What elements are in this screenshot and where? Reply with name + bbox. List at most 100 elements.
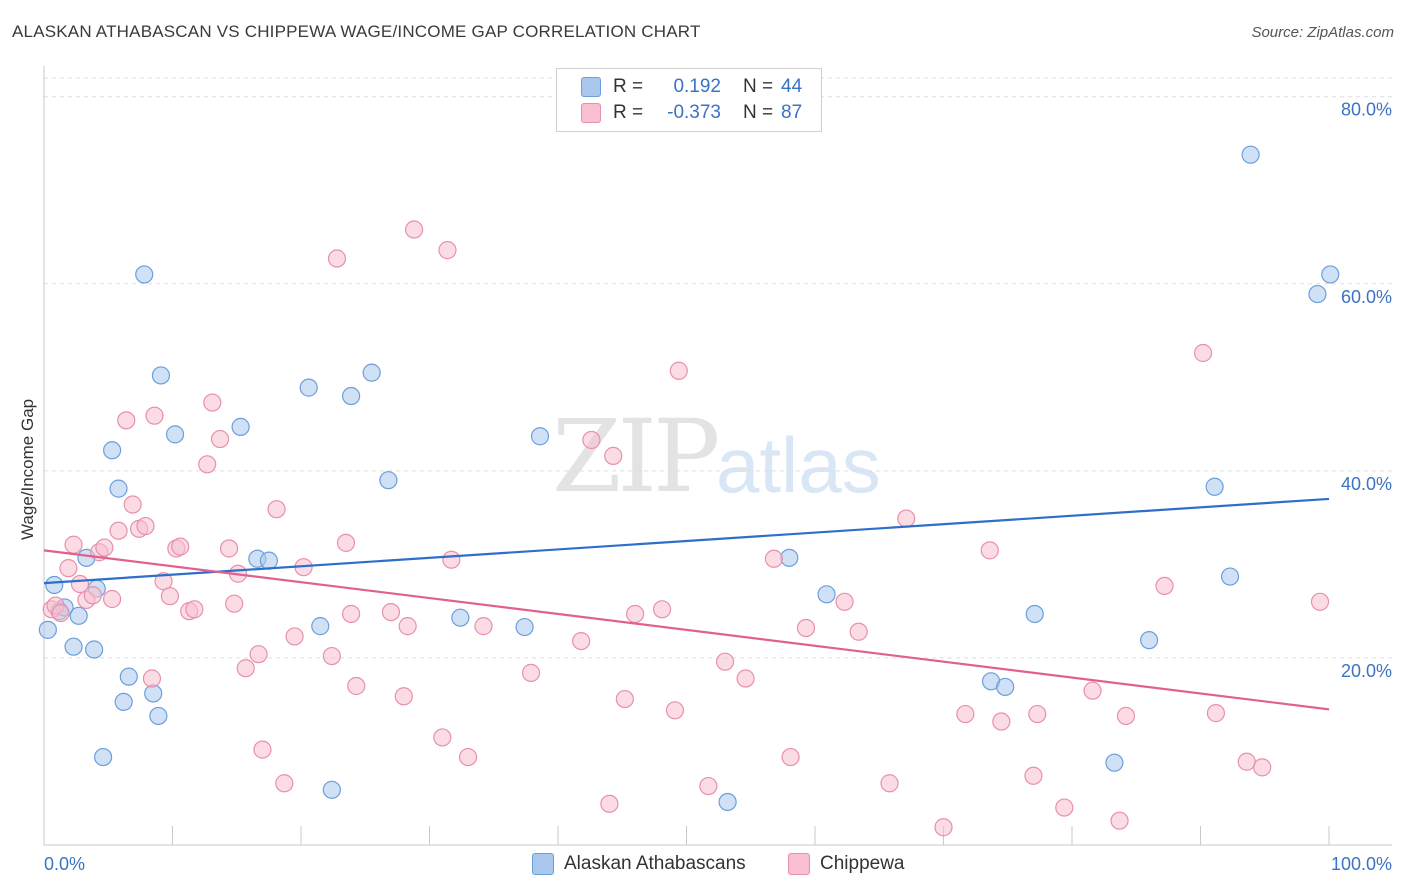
- chippewa-point: [1155, 576, 1174, 596]
- chippewa-point: [980, 541, 999, 560]
- athabascan-point: [299, 378, 318, 397]
- series-legend-athabascan: Alaskan Athabascans: [532, 852, 746, 876]
- chippewa-point: [145, 406, 164, 425]
- chippewa-point: [1055, 798, 1074, 817]
- chippewa-point: [1206, 704, 1226, 723]
- athabascan-point: [119, 667, 138, 686]
- chippewa-point: [521, 663, 541, 682]
- chippewa-point: [1116, 706, 1136, 726]
- athabascan-trend-line: [43, 497, 1330, 585]
- athabascan-point: [69, 606, 88, 625]
- chippewa-point: [267, 500, 286, 519]
- athabascan-point: [144, 684, 163, 703]
- athabascan-point: [109, 479, 128, 498]
- athabascan-point: [996, 677, 1015, 697]
- athabascan-point: [165, 425, 185, 444]
- watermark-atlas: atlas: [716, 421, 881, 509]
- chippewa-point: [1083, 681, 1102, 700]
- chippewa-point: [64, 535, 83, 554]
- chippewa-point: [992, 712, 1011, 731]
- legend-r-label: R =: [613, 76, 644, 97]
- chippewa-point: [699, 776, 718, 796]
- athabascan-point: [322, 780, 341, 799]
- x-tick-label: 100.0%: [1331, 854, 1392, 874]
- chippewa-point: [880, 774, 899, 793]
- chippewa-point: [171, 537, 190, 556]
- athabascan-point: [1241, 145, 1260, 164]
- chart-title: ALASKAN ATHABASCAN VS CHIPPEWA WAGE/INCO…: [12, 22, 701, 41]
- athabascan-point: [530, 427, 550, 446]
- chippewa-point: [103, 589, 122, 609]
- x-tick-label: 0.0%: [44, 854, 85, 874]
- legend-r-label: R =: [613, 102, 644, 123]
- chippewa-point: [458, 747, 478, 767]
- chippewa-point: [154, 572, 173, 591]
- chippewa-point: [123, 495, 142, 514]
- athabascan-point: [515, 617, 534, 637]
- athabascan-point: [1205, 477, 1224, 496]
- athabascan-point: [38, 620, 57, 639]
- chippewa-point: [796, 618, 816, 638]
- athabascan-point: [85, 640, 104, 659]
- athabascan-point: [379, 471, 398, 490]
- legend-n-label: N =: [743, 102, 774, 123]
- chippewa-point: [236, 659, 255, 678]
- athabascan-point: [259, 551, 278, 570]
- athabascan-point: [103, 441, 122, 460]
- legend-r-value: -0.373: [667, 102, 721, 123]
- chippewa-point: [835, 592, 854, 611]
- chippewa-point: [404, 220, 424, 239]
- y-tick-label: 20.0%: [1341, 661, 1392, 681]
- chippewa-point: [474, 617, 493, 636]
- series-label-chippewa: Chippewa: [820, 853, 905, 874]
- chippewa-point: [394, 687, 413, 706]
- legend-swatch-chippewa: [581, 103, 601, 123]
- athabascan-point: [311, 617, 330, 636]
- chippewa-point: [285, 627, 304, 646]
- chippewa-point: [1310, 592, 1330, 611]
- chippewa-point: [1024, 766, 1043, 785]
- chippewa-point: [736, 669, 755, 688]
- chippewa-point: [652, 600, 672, 619]
- correlation-legend: R = 0.192 N = 44 R = -0.373 N = 87: [556, 68, 822, 132]
- chippewa-point: [625, 604, 645, 624]
- chippewa-point: [1237, 752, 1256, 771]
- chippewa-point: [615, 689, 634, 709]
- chippewa-point: [433, 728, 452, 747]
- legend-n-value: 44: [781, 76, 803, 97]
- athabascan-point: [231, 417, 250, 436]
- chippewa-point: [438, 241, 457, 260]
- chippewa-point: [600, 794, 619, 813]
- watermark-zip: ZIP: [552, 398, 720, 515]
- chippewa-point: [342, 604, 361, 624]
- chippewa-point: [1193, 343, 1213, 363]
- legend-row-athabascan: R = 0.192 N = 44: [581, 75, 802, 99]
- chippewa-point: [665, 701, 685, 720]
- y-tick-label: 40.0%: [1341, 474, 1392, 494]
- chippewa-point: [934, 818, 953, 837]
- chippewa-point: [442, 550, 461, 569]
- y-tick-label: 80.0%: [1341, 100, 1392, 120]
- athabascan-point: [780, 548, 799, 567]
- chippewa-point: [604, 446, 623, 465]
- chippewa-point: [253, 740, 272, 759]
- chippewa-point: [764, 549, 783, 568]
- chippewa-point: [219, 539, 239, 558]
- athabascan-point: [151, 366, 171, 385]
- legend-n-label: N =: [743, 76, 774, 97]
- chippewa-point: [95, 538, 114, 557]
- chippewa-point: [198, 455, 217, 474]
- chippewa-point: [83, 586, 102, 605]
- athabascan-point: [817, 585, 836, 604]
- chippewa-point: [669, 361, 688, 380]
- athabascan-point: [718, 792, 737, 812]
- y-tick-label: 60.0%: [1341, 287, 1392, 307]
- chippewa-point: [715, 652, 735, 671]
- chippewa-point: [249, 645, 268, 664]
- chippewa-point: [1110, 811, 1129, 830]
- chippewa-point: [327, 249, 347, 268]
- legend-r-value: 0.192: [673, 76, 721, 97]
- chippewa-point: [109, 521, 128, 540]
- chippewa-point: [117, 411, 136, 430]
